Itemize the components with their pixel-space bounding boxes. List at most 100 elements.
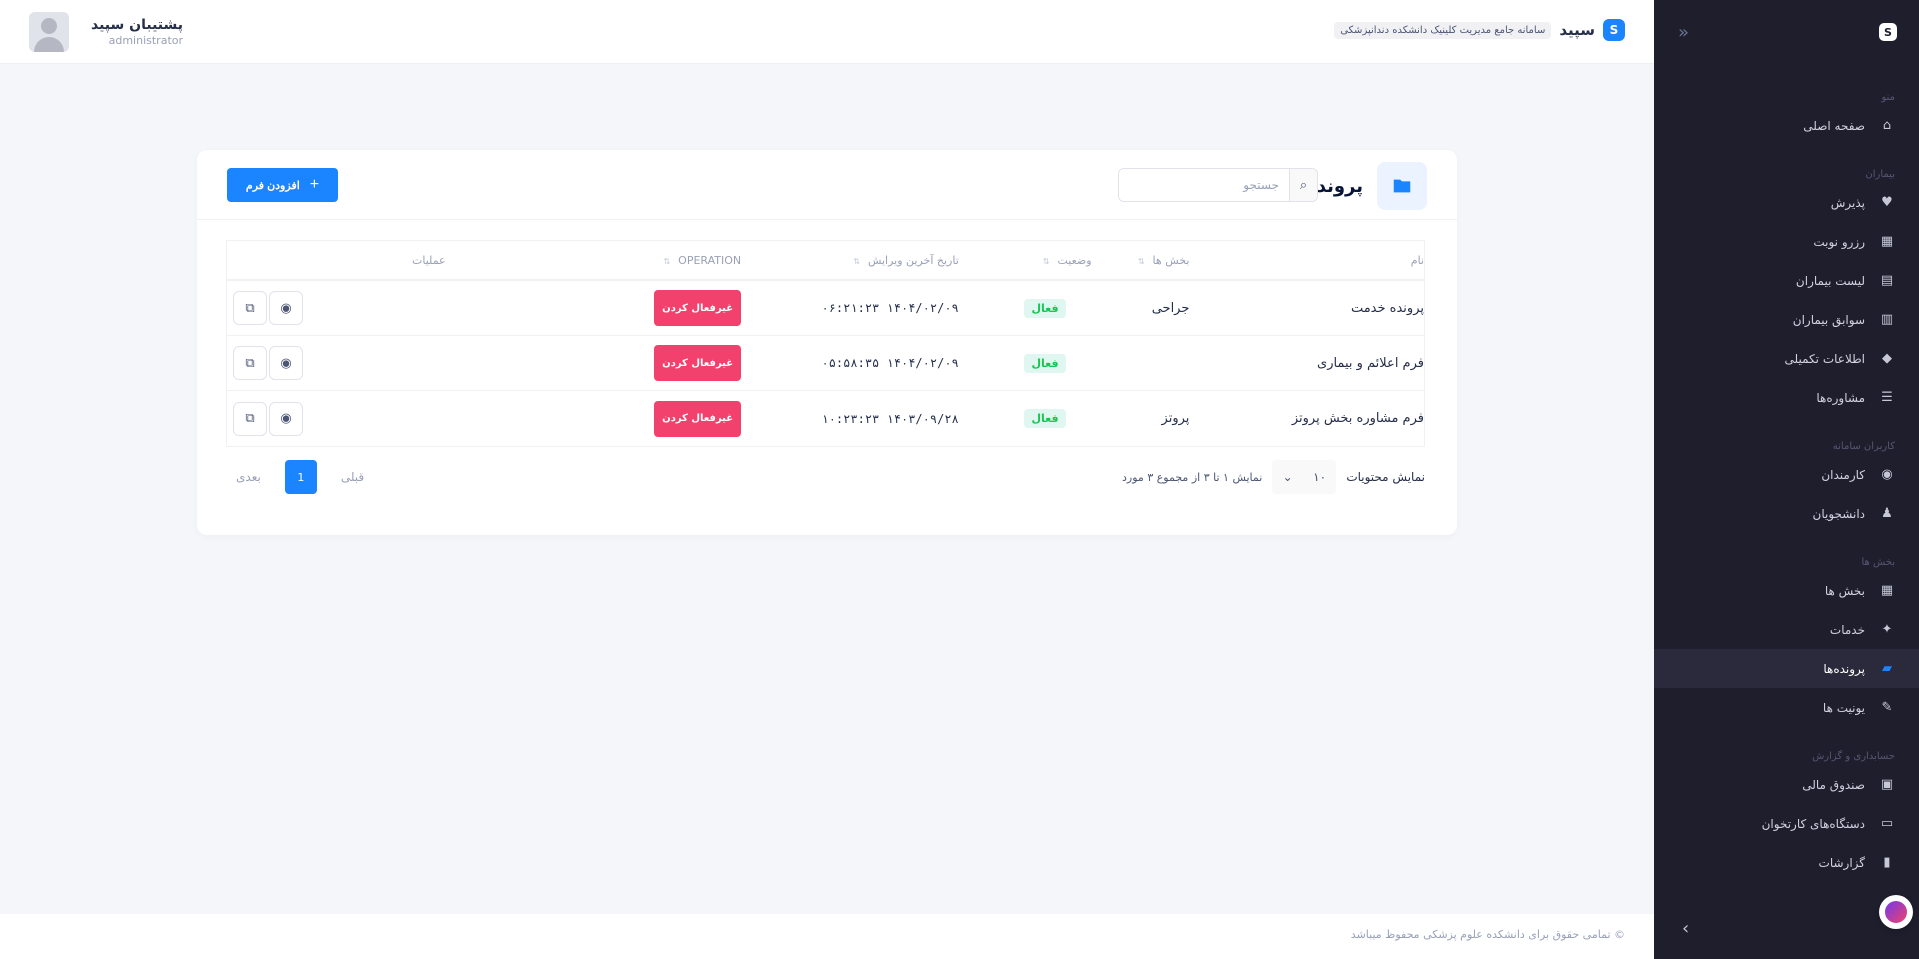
copyright-text: © تمامی حقوق برای دانشکده علوم پزشکی محف… <box>1350 928 1625 941</box>
eye-icon[interactable]: ◉ <box>269 346 304 380</box>
next-page-button[interactable]: بعدی <box>236 470 261 484</box>
sidebar-item[interactable]: ▥ سوابق بیماران <box>1654 300 1919 339</box>
sidebar-section-title: بخش ها <box>1861 557 1896 568</box>
deactivate-button[interactable]: غیرفعال کردن <box>654 345 742 381</box>
table-row: فرم مشاوره بخش پروتز پروتز فعال ۱۴۰۳/۰۹/… <box>227 391 1424 446</box>
syringe-icon: ✎ <box>1881 700 1893 715</box>
card-header: پرونده‌ها ⌕ + افزودن فرم <box>197 150 1457 220</box>
add-form-button[interactable]: + افزودن فرم <box>227 168 338 202</box>
avatar[interactable] <box>29 12 69 52</box>
sidebar-item-label: رزرو نوبت <box>1813 234 1865 249</box>
sidebar-item-label: دانشجویان <box>1812 506 1865 521</box>
eye-icon[interactable]: ◉ <box>269 401 304 436</box>
support-chat-button[interactable] <box>1879 895 1913 929</box>
sidebar-section-title: بیماران <box>1865 169 1895 180</box>
cell-date: ۱۴۰۳/۰۹/۲۸ ۱۰:۲۳:۲۳ <box>821 411 959 426</box>
chevron-right-icon[interactable]: › <box>1682 918 1690 939</box>
show-entries-label: نمایش محتویات <box>1346 470 1425 484</box>
sidebar-item[interactable]: ▦ رزرو نوبت <box>1654 222 1919 261</box>
table-body: پرونده خدمت جراحی فعال ۱۴۰۴/۰۲/۰۹ ۰۶:۲۱:… <box>227 281 1424 446</box>
cell-date: ۱۴۰۴/۰۲/۰۹ ۰۶:۲۱:۲۳ <box>821 301 959 315</box>
sidebar-item-label: پذیرش <box>1830 195 1865 210</box>
plus-icon: + <box>309 176 320 193</box>
header-date[interactable]: تاریخ آخرین ویرایش⇅ <box>853 253 959 267</box>
sidebar: S « منو ⌂ صفحه اصلی بیماران ♥ پذیرش ▦ رزرو نوبت… <box>1654 0 1919 959</box>
brand-logo-icon: S <box>1603 19 1625 41</box>
sidebar-item[interactable]: ▦ بخش ها <box>1654 571 1919 610</box>
sidebar-item[interactable]: ♟ دانشجویان <box>1654 494 1919 533</box>
brand-subtitle: سامانه جامع مدیریت کلینیک دانشکده دندانپ… <box>1334 21 1552 39</box>
sidebar-item-label: صفحه اصلی <box>1803 118 1865 133</box>
header-name[interactable]: نام <box>1410 253 1424 267</box>
sidebar-item-label: دستگاه‌های کارتخوان <box>1761 816 1865 831</box>
deactivate-button[interactable]: غیرفعال کردن <box>654 290 742 326</box>
user-circle-icon: ◉ <box>1881 467 1893 482</box>
copy-icon[interactable]: ⧉ <box>233 346 268 380</box>
students-icon: ♟ <box>1881 506 1893 521</box>
prev-page-button[interactable]: قبلی <box>340 470 365 484</box>
sidebar-item-label: خدمات <box>1829 622 1865 637</box>
header-actions: عملیات <box>412 253 446 267</box>
grid-icon: ▦ <box>1880 583 1894 598</box>
search-input[interactable] <box>1119 169 1289 201</box>
brand[interactable]: S سپید سامانه جامع مدیریت کلینیک دانشکده… <box>1334 19 1625 41</box>
sidebar-item[interactable]: ▭ دستگاه‌های کارتخوان <box>1654 804 1919 843</box>
sidebar-item[interactable]: ♥ پذیرش <box>1654 183 1919 222</box>
brand-name: سپید <box>1559 21 1595 39</box>
status-badge: فعال <box>1024 409 1066 428</box>
sidebar-item[interactable]: ✎ یونیت ها <box>1654 688 1919 727</box>
sidebar-item[interactable]: ▤ لیست بیماران <box>1654 261 1919 300</box>
search-box[interactable]: ⌕ <box>1118 168 1318 202</box>
files-table: نام بخش ها⇅ وضعیت⇅ تاریخ آخرین ویرایش⇅ O… <box>226 240 1425 447</box>
user-menu[interactable]: پشتیبان سپید administrator <box>29 12 183 52</box>
sidebar-logo-icon[interactable]: S <box>1879 23 1897 41</box>
tools-icon: ✦ <box>1881 622 1893 637</box>
chat-icon <box>1885 901 1907 923</box>
table-row: پرونده خدمت جراحی فعال ۱۴۰۴/۰۲/۰۹ ۰۶:۲۱:… <box>227 281 1424 336</box>
sidebar-item[interactable]: ◆ اطلاعات تکمیلی <box>1654 339 1919 378</box>
status-badge: فعال <box>1024 353 1066 373</box>
sidebar-item[interactable]: ▣ صندوق مالی <box>1654 765 1919 804</box>
files-card: پرونده‌ها ⌕ + افزودن فرم نام بخش ها⇅ وضع… <box>197 150 1457 535</box>
calendar-icon: ▦ <box>1880 234 1894 249</box>
folder-icon: ▰ <box>1882 661 1892 676</box>
header-dept[interactable]: بخش ها⇅ <box>1137 253 1190 267</box>
sidebar-item-label: کارمندان <box>1821 467 1865 482</box>
sidebar-item[interactable]: ◉ کارمندان <box>1654 455 1919 494</box>
eye-icon[interactable]: ◉ <box>269 291 304 325</box>
pagination-bar: نمایش محتویات ۱۰ ⌄ نمایش ۱ تا ۳ از مجموع… <box>226 460 1425 496</box>
home-icon: ⌂ <box>1882 118 1892 133</box>
cell-date: ۱۴۰۴/۰۲/۰۹ ۰۵:۵۸:۳۵ <box>821 356 959 370</box>
sidebar-item-label: مشاوره‌ها <box>1816 390 1865 405</box>
header-operation[interactable]: OPERATION⇅ <box>663 253 742 267</box>
pagination-info: نمایش ۱ تا ۳ از مجموع ۳ مورد <box>1122 470 1263 484</box>
copy-icon[interactable]: ⧉ <box>233 291 268 325</box>
header-status[interactable]: وضعیت⇅ <box>1042 253 1092 267</box>
sidebar-item[interactable]: ▮ گزارشات <box>1654 843 1919 882</box>
sidebar-section-title: حسابداری و گزارش <box>1812 751 1895 762</box>
menu-lines-icon: ☰ <box>1881 390 1893 405</box>
sidebar-item[interactable]: ✦ خدمات <box>1654 610 1919 649</box>
status-badge: فعال <box>1024 298 1066 318</box>
add-form-label: افزودن فرم <box>245 179 300 192</box>
per-page-select[interactable]: ۱۰ ⌄ <box>1272 460 1337 494</box>
sidebar-item[interactable]: ⌂ صفحه اصلی <box>1654 106 1919 145</box>
cell-dept: جراحی <box>1151 300 1190 316</box>
sidebar-section-title: منو <box>1881 92 1895 103</box>
cell-name: فرم مشاوره بخش پروتز <box>1291 411 1424 426</box>
page-number-button[interactable]: 1 <box>284 460 317 494</box>
top-header: S سپید سامانه جامع مدیریت کلینیک دانشکده… <box>0 0 1654 64</box>
sidebar-section-title: کاربران سامانه <box>1832 441 1895 452</box>
sidebar-item-label: لیست بیماران <box>1795 273 1865 288</box>
search-icon[interactable]: ⌕ <box>1289 169 1317 201</box>
contact-card-icon: ▤ <box>1880 273 1894 288</box>
card-reader-icon: ▭ <box>1880 816 1894 831</box>
copy-icon[interactable]: ⧉ <box>233 401 268 436</box>
sidebar-item-label: یونیت ها <box>1822 700 1865 715</box>
sidebar-item[interactable]: ☰ مشاوره‌ها <box>1654 378 1919 417</box>
deactivate-button[interactable]: غیرفعال کردن <box>654 400 742 437</box>
sidebar-item[interactable]: ▰ پرونده‌ها <box>1654 649 1919 688</box>
collapse-sidebar-icon[interactable]: « <box>1678 21 1690 43</box>
per-page-value: ۱۰ <box>1313 470 1327 484</box>
cashbox-icon: ▣ <box>1880 777 1894 792</box>
